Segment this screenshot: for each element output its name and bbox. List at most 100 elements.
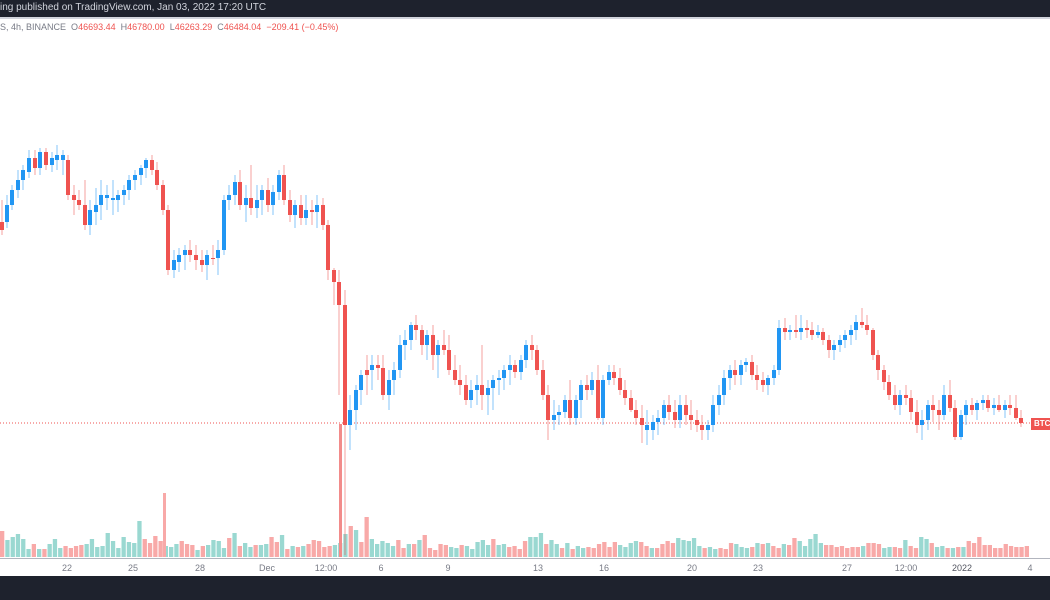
candle <box>172 250 176 278</box>
volume-bar <box>110 541 116 557</box>
candle <box>5 195 9 228</box>
volume-bar <box>660 544 665 557</box>
candle <box>376 355 380 380</box>
volume-bar <box>755 543 760 557</box>
last-price-tag: BTC <box>1031 418 1050 430</box>
candle <box>508 355 512 385</box>
candle <box>321 198 325 230</box>
volume-bar <box>137 521 142 557</box>
candle <box>431 325 435 370</box>
candle <box>563 395 567 418</box>
volume-bar <box>829 545 834 557</box>
candle <box>689 400 693 430</box>
volume-bar <box>243 543 248 557</box>
volume-bar <box>433 550 438 557</box>
volume-bar <box>718 548 723 557</box>
volume-bar <box>58 548 63 557</box>
volume-bar <box>850 547 855 557</box>
candle <box>931 395 935 422</box>
volume-bar <box>285 549 290 557</box>
candle <box>55 145 59 170</box>
volume-bar <box>739 547 744 557</box>
candle <box>21 165 25 190</box>
volume-bar <box>845 548 850 557</box>
candle <box>662 400 666 425</box>
volume-bar <box>464 546 470 557</box>
candle <box>436 340 440 378</box>
candle <box>1019 410 1023 427</box>
volume-bar <box>1003 544 1008 557</box>
volume-bar <box>602 542 607 557</box>
volume-bar <box>390 546 396 557</box>
candle <box>337 270 341 395</box>
candle <box>282 165 286 205</box>
volume-bar <box>998 548 1003 557</box>
volume-bar <box>179 541 184 557</box>
volume-bar <box>221 548 227 557</box>
volume-bar <box>544 544 549 557</box>
candle <box>94 188 98 225</box>
candle <box>783 318 787 340</box>
time-axis[interactable]: 22 25 28 Dec 12:00 6 9 13 16 20 23 27 12:00 2022 4 <box>0 558 1050 577</box>
candle <box>673 400 677 428</box>
volume-bar <box>971 543 977 557</box>
candlestick-chart[interactable] <box>0 19 1050 559</box>
candle <box>728 365 732 390</box>
candle <box>838 335 842 352</box>
volume-bar <box>79 545 84 557</box>
close-value: 46484.04 <box>223 22 262 32</box>
candle <box>722 370 726 405</box>
volume-bar <box>707 547 713 557</box>
candle <box>684 395 688 425</box>
candle <box>667 395 671 420</box>
candle <box>1003 400 1007 418</box>
volume-bar <box>169 547 174 557</box>
candle <box>612 365 616 385</box>
candle <box>271 185 275 215</box>
volume-bar <box>507 547 512 557</box>
volume-bar <box>802 546 808 557</box>
candle <box>497 370 501 395</box>
volume-bar <box>348 526 353 557</box>
candle <box>975 400 979 420</box>
volume-bar <box>945 548 950 557</box>
volume-bar <box>581 548 586 557</box>
candle <box>392 362 396 395</box>
candle <box>458 365 462 395</box>
time-axis-tick: 12:00 <box>894 563 918 573</box>
volume-bar <box>237 546 242 557</box>
candle <box>266 178 270 212</box>
volume-bar <box>639 542 644 557</box>
candle <box>111 180 115 215</box>
candle <box>72 185 76 215</box>
volume-bar <box>559 548 565 557</box>
candle <box>332 268 336 305</box>
candle <box>942 385 946 420</box>
volume-bar <box>10 537 15 557</box>
candle <box>50 152 54 172</box>
volume-bar <box>713 549 718 557</box>
candle <box>959 410 963 440</box>
volume-bar <box>618 545 623 557</box>
volume-bar <box>195 550 200 557</box>
time-axis-tick: Dec <box>258 563 276 573</box>
volume-bar <box>522 541 528 557</box>
volume-bar <box>37 549 42 557</box>
candle <box>821 328 825 345</box>
candle <box>948 380 952 412</box>
candle <box>502 365 506 390</box>
low-label: L <box>169 22 175 32</box>
candle <box>678 395 682 428</box>
candle <box>244 185 248 222</box>
volume-bar <box>1019 547 1024 557</box>
volume-bar <box>438 544 443 557</box>
candle <box>387 370 391 410</box>
volume-bar <box>258 545 264 557</box>
candle <box>909 390 913 420</box>
volume-bar <box>655 548 660 557</box>
candle <box>926 400 930 430</box>
candle <box>310 200 314 225</box>
candle <box>920 410 924 440</box>
volume-bar <box>940 546 945 557</box>
volume-bar <box>443 545 448 557</box>
